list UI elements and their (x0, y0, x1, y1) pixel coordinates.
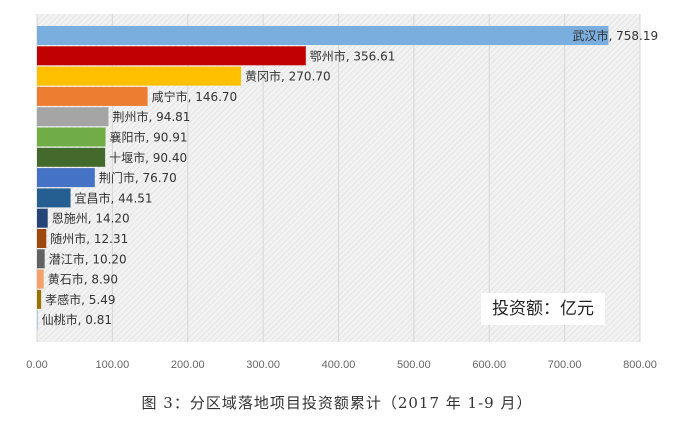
data-label: 十堰市, 90.40 (109, 150, 187, 165)
data-label: 襄阳市, 90.91 (110, 130, 188, 145)
data-label: 仙桃市, 0.81 (42, 312, 112, 327)
data-label: 随州市, 12.31 (50, 231, 128, 246)
bar (37, 289, 42, 309)
bar (37, 208, 48, 228)
data-label: 咸宁市, 146.70 (152, 89, 238, 104)
x-tick-label: 300.00 (246, 359, 280, 371)
x-tick-label: 600.00 (472, 359, 506, 371)
bar (37, 147, 106, 167)
x-tick-label: 0.00 (26, 359, 47, 371)
bar (37, 86, 148, 106)
x-tick-label: 800.00 (623, 359, 657, 371)
bar (37, 310, 38, 330)
data-label: 荆州市, 94.81 (112, 109, 190, 124)
data-label: 恩施州, 14.20 (52, 212, 130, 226)
x-tick-label: 500.00 (397, 359, 431, 371)
data-label: 鄂州市, 356.61 (310, 48, 396, 63)
x-tick-label: 700.00 (548, 359, 582, 371)
data-label: 黄冈市, 270.70 (245, 69, 331, 84)
x-tick-label: 100.00 (96, 359, 130, 371)
bar (37, 26, 609, 45)
x-tick-label: 200.00 (171, 359, 205, 371)
data-label: 武汉市, 758.19 (572, 28, 658, 43)
bar (37, 107, 109, 127)
unit-label: 投资额：亿元 (481, 293, 605, 325)
bar (37, 127, 106, 147)
x-tick-label: 400.00 (322, 359, 356, 371)
data-label: 潜江市, 10.20 (49, 251, 127, 266)
chart-caption: 图 3：分区域落地项目投资额累计（2017 年 1-9 月） (141, 394, 533, 412)
bar (37, 66, 242, 86)
data-label: 黄石市, 8.90 (48, 272, 118, 287)
bar (37, 188, 71, 208)
bar (37, 168, 95, 188)
bar (37, 46, 306, 66)
bar (37, 249, 45, 269)
data-label: 宜昌市, 44.51 (75, 190, 153, 205)
data-label: 荆门市, 76.70 (99, 170, 177, 185)
data-label: 孝感市, 5.49 (45, 292, 115, 307)
bar (37, 269, 44, 289)
bar-chart: 0.00 100.00 200.00 300.00 400.00 500.00 600.00… (26, 14, 658, 371)
bar (37, 229, 47, 248)
